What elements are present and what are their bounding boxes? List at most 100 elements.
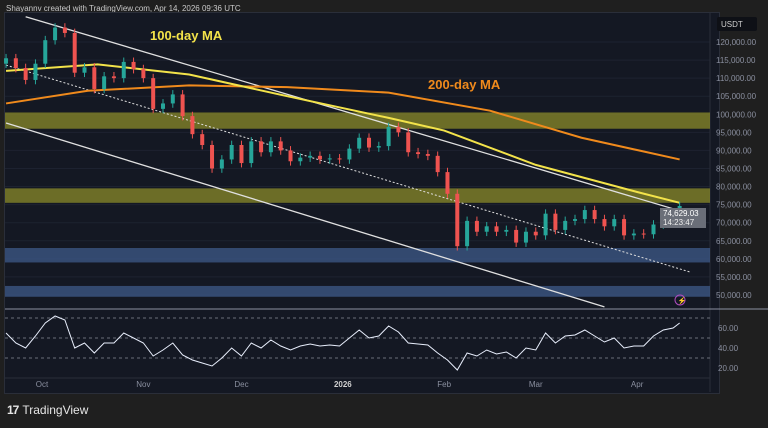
candle-body [416,152,421,155]
candle-body [160,103,165,109]
trendline-solid [25,16,690,215]
tradingview-logo-icon: 17 [7,403,19,417]
currency-badge [717,17,757,31]
candle-body [484,226,489,232]
candle-body [200,134,205,145]
candle-body [92,67,97,89]
candle-body [180,94,185,117]
candle-body [102,76,107,89]
y-tick-label: 80,000.00 [716,183,752,192]
candle-body [43,40,48,64]
last-price: 74,629.03 [663,209,699,218]
candle-body [533,231,538,236]
y-tick-label: 105,000.00 [716,92,757,101]
candle-body [376,146,381,148]
candle-body [13,58,18,69]
y-tick-label: 85,000.00 [716,164,752,173]
y-tick-label: 90,000.00 [716,146,752,155]
ma100-label: 100-day MA [150,28,223,43]
y-tick-label: 70,000.00 [716,219,752,228]
candle-body [553,213,558,230]
candle-body [435,155,440,173]
candle-body [259,141,264,153]
candle-body [465,220,470,247]
candle-body [474,220,479,232]
currency-label: USDT [721,20,743,29]
candle-body [573,219,578,221]
tradingview-brand[interactable]: 17 TradingView [7,403,88,417]
candle-countdown: 14:23:47 [663,218,695,227]
zone-demand [5,285,710,297]
lightning-icon [674,294,686,306]
candle-body [357,137,362,149]
candle-body [4,58,9,64]
x-tick-label: Apr [631,380,644,389]
candle-body [631,233,636,236]
x-tick-label: Mar [529,380,543,389]
y-tick-label: 75,000.00 [716,201,752,210]
rsi-tick-label: 20.00 [718,364,739,373]
candle-body [445,172,450,194]
candle-body [278,141,283,151]
y-tick-label: 100,000.00 [716,110,757,119]
ma200-line [5,84,680,161]
candle-body [141,69,146,79]
candle-body [612,219,617,227]
candle-body [53,27,58,41]
trendline-dotted [5,64,690,273]
brand-name: TradingView [22,403,89,417]
candle-body [641,233,646,235]
candle-body [72,32,77,73]
candle-body [367,137,371,148]
candle-body [651,224,656,235]
y-tick-label: 65,000.00 [716,237,752,246]
x-tick-label: Feb [437,380,451,389]
y-tick-label: 115,000.00 [716,56,756,65]
last-price-badge [660,208,706,228]
candle-body [121,61,126,79]
zone-supply [5,188,710,203]
candle-body [455,193,460,247]
candle-body [386,126,391,147]
x-tick-label: Oct [36,380,49,389]
candle-body [347,148,352,160]
candle-body [298,157,303,162]
candle-body [592,210,597,220]
zone-supply [5,112,710,129]
lightning-icon-glyph: ⚡ [678,296,687,305]
y-tick-label: 55,000.00 [716,273,752,282]
candle-body [62,27,67,33]
candle-body [219,159,224,169]
y-tick-label: 95,000.00 [716,128,752,137]
candle-body [210,144,215,169]
candle-body [151,78,156,109]
x-tick-label: Dec [234,380,248,389]
ma100-line [5,63,680,204]
candle-body [229,144,234,160]
candle-body [602,219,607,227]
zone-demand [5,247,710,263]
candle-body [33,63,38,80]
candle-body [504,229,509,232]
candle-body [406,132,411,153]
y-tick-label: 120,000.00 [716,38,757,47]
trendline-solid [5,122,605,308]
rsi-line [5,315,680,371]
candle-body [543,213,548,236]
candle-body [563,220,568,230]
candle-body [396,126,401,133]
candle-body [317,155,322,160]
candle-body [523,231,528,243]
candle-body [308,155,313,158]
candle-body [131,61,136,70]
candle-body [622,219,627,236]
candle-body [249,141,254,164]
candle-body [337,158,342,160]
candle-body [268,141,273,153]
x-tick-label: Nov [136,380,150,389]
candle-body [425,154,430,156]
candle-body [288,150,293,162]
candle-body [239,144,244,164]
y-tick-label: 110,000.00 [716,74,756,83]
